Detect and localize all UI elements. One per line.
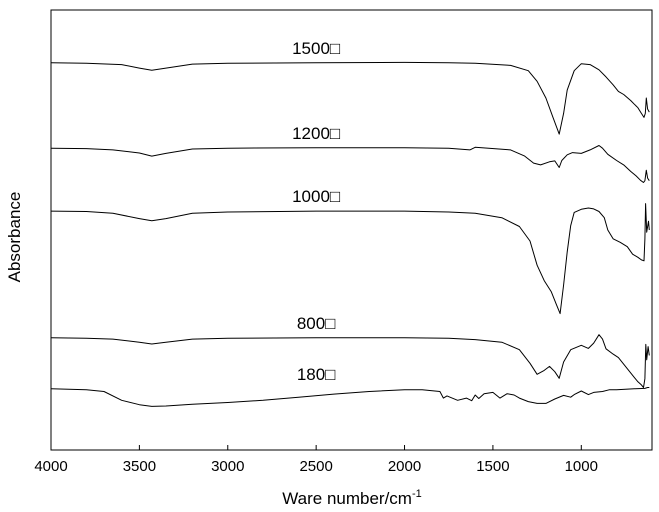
y-axis-title: Absorbance [5,192,24,283]
series-label-0: 1500□ [292,39,340,58]
x-axis-tick-labels: 4000 3500 3000 2500 2000 1500 1000 [34,458,598,475]
x-tick-label-4000: 4000 [34,458,67,475]
plot-frame [50,9,653,451]
x-tick-label-3500: 3500 [123,458,156,475]
x-axis-title-main: Ware number/cm [282,489,412,508]
series-line-2 [50,203,650,315]
x-tick-label-2000: 2000 [388,458,421,475]
x-tick-label-3000: 3000 [211,458,244,475]
series-label-2: 1000□ [292,187,340,206]
series-labels: 1500□ 1200□ 1000□ 800□ 180□ [292,39,340,384]
series-group [50,61,650,407]
series-line-3 [50,334,650,388]
x-axis-title: Ware number/cm-1 [282,488,422,508]
x-tick-label-1500: 1500 [476,458,509,475]
series-line-0 [50,61,650,135]
series-label-1: 1200□ [292,124,340,143]
x-axis-title-superscript: -1 [412,488,422,500]
x-axis-ticks [50,445,582,450]
x-tick-label-2500: 2500 [299,458,332,475]
series-label-3: 800□ [297,314,336,333]
series-line-1 [50,145,650,183]
series-line-4 [50,387,650,407]
series-label-4: 180□ [297,365,336,384]
x-tick-label-1000: 1000 [565,458,598,475]
